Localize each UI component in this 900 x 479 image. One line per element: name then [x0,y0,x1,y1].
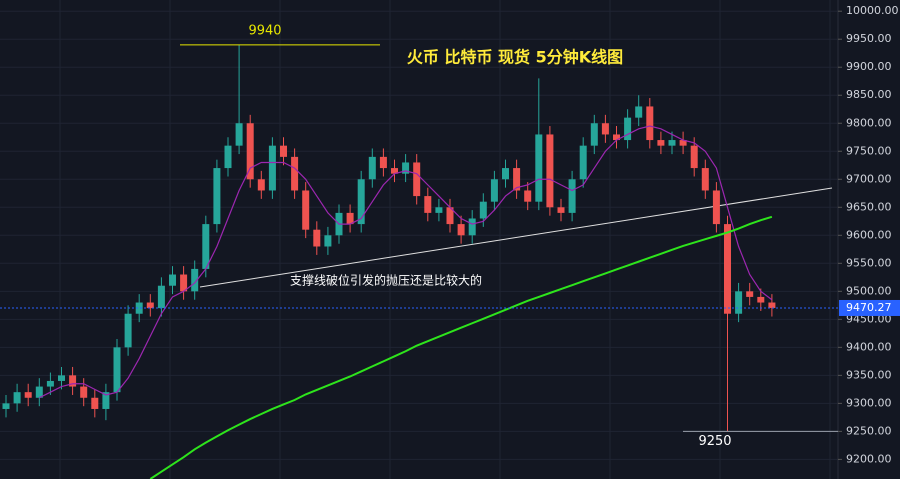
y-tick-label: 9350.00 [846,368,892,381]
candle-body [768,302,776,308]
candle-body [157,285,165,309]
candle-body [146,302,154,309]
candle-body [490,179,498,202]
candle-body [246,123,254,180]
current-price-box [839,299,900,316]
candle-body [679,140,687,146]
candle-body [735,291,743,314]
y-tick-label: 9400.00 [846,340,892,353]
candle-body [191,268,199,292]
candle-body [502,168,509,180]
candle-body [524,190,532,202]
candle-body [601,123,609,135]
y-tick-label: 9200.00 [846,452,892,465]
candle-body [169,274,176,286]
candle-body [479,201,487,219]
candle-body [69,375,77,387]
candle-body [435,207,443,213]
candle-body [224,145,232,169]
candle-body [635,106,643,118]
candle-body [590,123,598,146]
candle-body [13,392,21,404]
candle-body [135,302,143,314]
y-tick-label: 9550.00 [846,256,892,269]
y-tick-label: 9750.00 [846,144,892,157]
candle-body [402,162,410,174]
candle-body [724,224,731,314]
candle-body [746,291,754,297]
candle-body [557,207,565,213]
plot-area [2,44,833,479]
candle-body [379,156,387,169]
candle-body [613,134,620,141]
moving-average [149,215,773,479]
candle-body [446,207,454,225]
y-tick-label: 9800.00 [846,116,892,129]
y-tick-label: 10000.00 [846,4,899,17]
y-tick-label: 9650.00 [846,200,892,213]
candle-body [180,274,188,292]
candle-body [35,386,43,398]
candle-body [391,168,398,174]
y-tick-label: 9250.00 [846,424,892,437]
candle-body [235,123,243,146]
candle-body [513,168,521,191]
candle-body [268,145,276,191]
y-tick-label: 9300.00 [846,396,892,409]
candle-body [457,224,465,236]
candle-body [58,375,65,381]
y-tick-label: 9700.00 [846,172,892,185]
level-label: 9940 [248,23,281,38]
candle-body [568,179,576,213]
chart-title: 火币 比特币 现货 5分钟K线图 [407,48,623,67]
y-tick-label: 9850.00 [846,88,892,101]
candle-body [80,386,88,398]
y-tick-label: 9600.00 [846,228,892,241]
candle-body [280,145,287,157]
candle-body [701,168,709,191]
candle-body [668,140,676,146]
candle-body [213,168,221,225]
current-price-label: 9470.27 [846,301,892,314]
candle-body [657,140,665,146]
y-tick-label: 9950.00 [846,32,892,45]
candle-body [579,145,587,180]
candle-body [413,162,421,197]
candle-body [368,156,376,180]
candle-body [757,296,765,303]
candle-body [357,179,365,225]
candle-body [313,229,321,247]
candle-body [24,392,32,398]
candle-body [291,156,299,191]
candle-body [468,218,476,236]
candle-body [646,106,654,141]
candle-body [202,224,210,269]
candle-body [46,380,54,387]
annotation: 支撑线破位引发的抛压还是比较大的 [290,273,482,288]
candle-body [690,145,698,169]
candle-body [2,403,10,409]
candle-body [712,190,720,225]
candle-body [91,397,99,409]
candle-body [624,117,632,141]
candle-body [257,179,265,191]
candle-body [324,235,332,247]
candle-body [546,134,554,208]
candle-body [113,347,121,393]
moving-average [39,125,773,399]
candle-body [102,392,110,409]
candle-body [346,212,354,225]
candle-body [302,190,310,230]
y-tick-label: 9500.00 [846,284,892,297]
y-tick-label: 9900.00 [846,60,892,73]
candle-body [424,196,432,213]
candle-body [124,313,132,348]
candle-body [535,134,543,202]
level-label: 9250 [698,434,731,449]
